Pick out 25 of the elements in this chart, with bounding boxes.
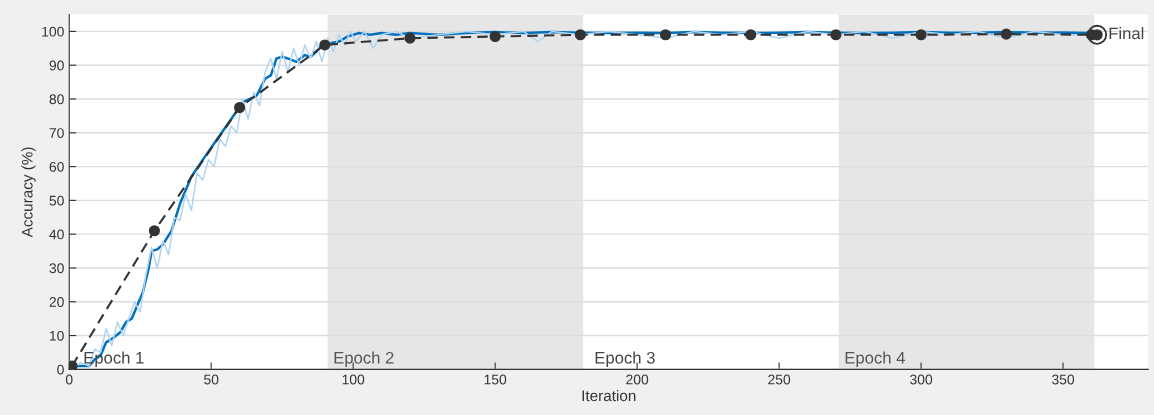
x-tick-label: 100 — [342, 374, 365, 385]
y-tick-label: 80 — [49, 94, 64, 105]
band-label: Epoch 4 — [845, 351, 905, 367]
y-tick-label: 10 — [49, 330, 64, 341]
y-tick-label: 70 — [49, 128, 64, 138]
y-tick-label: 60 — [49, 161, 64, 172]
x-tick-label: 200 — [626, 374, 649, 385]
y-tick-label: 90 — [49, 60, 64, 71]
x-tick-label: 350 — [1051, 374, 1075, 385]
x-tick-label: 0 — [65, 374, 73, 385]
y-tick-label: 100 — [42, 26, 64, 37]
x-tick-label: 150 — [484, 374, 507, 385]
y-tick-label: 0 — [57, 364, 64, 375]
x-tick-label: 250 — [768, 374, 791, 385]
x-tick-label: 300 — [910, 374, 933, 385]
y-tick-label: 40 — [49, 229, 64, 240]
x-axis-title: Iteration — [582, 389, 636, 402]
y-tick-label: 20 — [49, 297, 64, 307]
annotation: Final — [1109, 27, 1144, 40]
band-label: Epoch 2 — [334, 351, 394, 367]
x-tick-label: 50 — [204, 374, 219, 385]
y-tick-label: 50 — [49, 195, 64, 206]
y-axis-title: Accuracy (%) — [21, 147, 36, 238]
y-tick-label: 30 — [49, 263, 64, 274]
annotation: Epoch 3 — [595, 351, 655, 367]
